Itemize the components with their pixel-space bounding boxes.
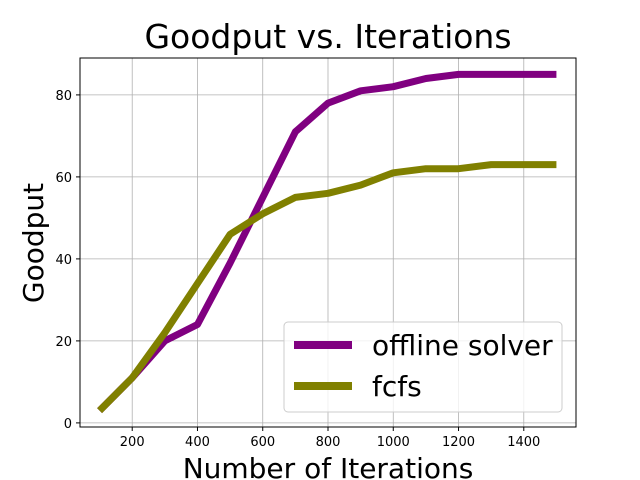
y-tick-label: 60 — [55, 171, 72, 186]
x-tick-label: 200 — [120, 435, 145, 450]
x-tick-label: 600 — [250, 435, 275, 450]
x-tick-label: 1400 — [507, 435, 540, 450]
y-tick-label: 40 — [55, 253, 72, 268]
x-tick-label: 1200 — [442, 435, 475, 450]
axis-ticks: 200 400 600 800 1000 1200 1400 0 20 40 60 80 — [55, 89, 540, 450]
series-line-offline-solver — [97, 70, 557, 414]
series-line-fcfs — [97, 161, 557, 414]
series-lines — [97, 70, 557, 414]
x-tick-label: 1000 — [377, 435, 410, 450]
y-tick-label: 20 — [55, 335, 72, 350]
legend: offline solver fcfs — [283, 321, 563, 413]
chart-title: Goodput vs. Iterations — [144, 17, 511, 56]
x-tick-label: 800 — [316, 435, 341, 450]
legend-label-offline-solver: offline solver — [372, 329, 553, 362]
y-tick-label: 80 — [55, 89, 72, 104]
y-tick-label: 0 — [64, 417, 72, 432]
x-axis-label: Number of Iterations — [183, 452, 474, 480]
legend-box — [283, 321, 563, 413]
x-tick-label: 400 — [185, 435, 210, 450]
legend-label-fcfs: fcfs — [372, 370, 422, 403]
y-axis-label: Goodput — [17, 183, 50, 303]
